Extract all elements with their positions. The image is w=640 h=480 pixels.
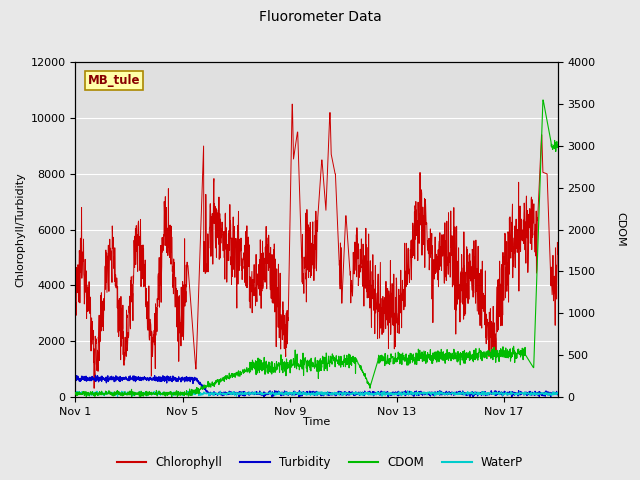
Legend: Chlorophyll, Turbidity, CDOM, WaterP: Chlorophyll, Turbidity, CDOM, WaterP bbox=[112, 452, 528, 474]
Text: Fluorometer Data: Fluorometer Data bbox=[259, 10, 381, 24]
Text: MB_tule: MB_tule bbox=[88, 74, 140, 87]
Y-axis label: Chlorophyll/Turbidity: Chlorophyll/Turbidity bbox=[15, 172, 25, 287]
Y-axis label: CDOM: CDOM bbox=[615, 212, 625, 247]
X-axis label: Time: Time bbox=[303, 417, 330, 427]
